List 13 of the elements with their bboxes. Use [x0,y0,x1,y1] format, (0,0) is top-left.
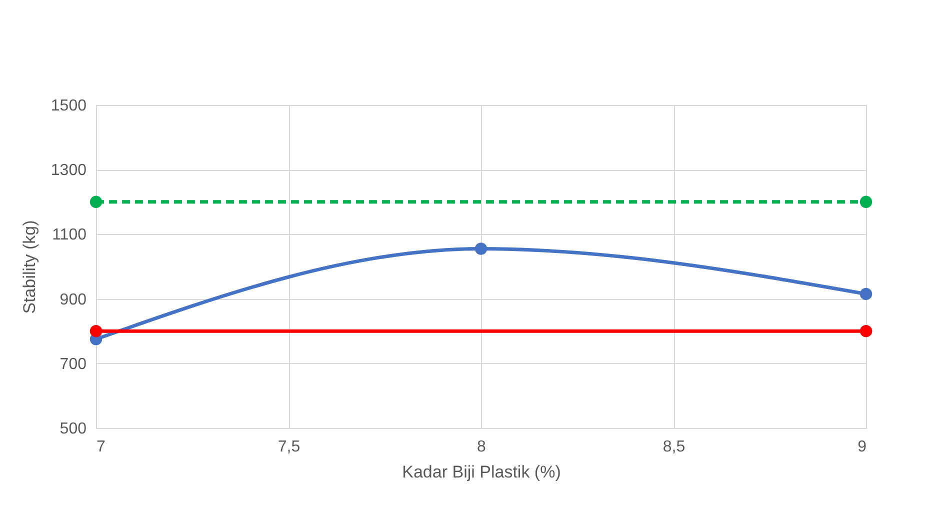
y-tick-label: 1300 [50,162,87,180]
x-tick-label: 7,5 [278,438,300,456]
x-tick-label: 8,5 [662,438,686,456]
x-tick-label: 8 [477,438,486,456]
y-tick-label: 1100 [52,226,87,244]
y-axis-title: Stability (kg) [20,220,39,314]
y-tick-label: 1500 [50,98,87,114]
x-tick-label: 9 [858,438,867,456]
y-tick-label: 500 [60,420,87,438]
x-tick-label: 7 [96,438,106,456]
y-tick-label: 700 [60,356,87,373]
y-tick-label: 900 [60,291,87,308]
x-axis-title: Kadar Biji Plastik (%) [402,462,561,482]
